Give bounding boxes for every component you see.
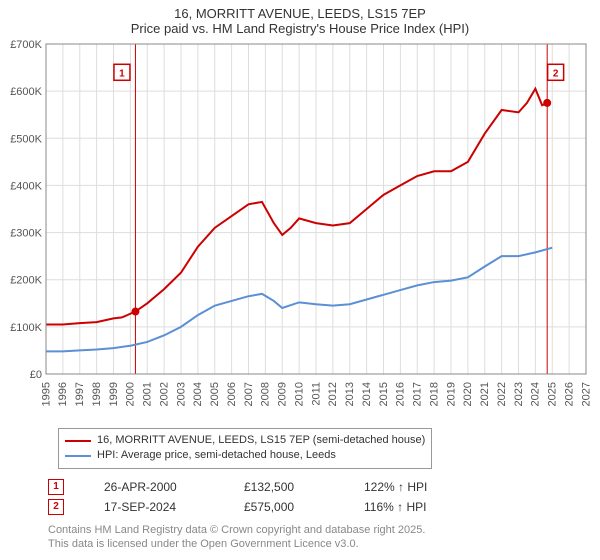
marker-table: 1 26-APR-2000 £132,500 122% ↑ HPI 2 17-SEP-20… <box>0 471 600 519</box>
svg-text:1: 1 <box>119 68 125 79</box>
svg-text:2003: 2003 <box>175 382 187 406</box>
svg-text:2024: 2024 <box>530 382 542 406</box>
svg-text:1995: 1995 <box>40 382 52 406</box>
legend-label-hpi: HPI: Average price, semi-detached house,… <box>97 448 336 463</box>
marker-table-date: 17-SEP-2024 <box>104 500 204 514</box>
svg-text:1999: 1999 <box>108 382 120 406</box>
svg-text:£500K: £500K <box>10 133 42 145</box>
svg-text:£0: £0 <box>30 369 42 381</box>
footer-line1: Contains HM Land Registry data © Crown c… <box>48 523 570 537</box>
marker-table-row: 1 26-APR-2000 £132,500 122% ↑ HPI <box>48 477 570 497</box>
svg-text:2008: 2008 <box>260 382 272 406</box>
svg-text:1998: 1998 <box>91 382 103 406</box>
svg-text:2: 2 <box>553 68 559 79</box>
svg-text:2026: 2026 <box>563 382 575 406</box>
chart-title-block: 16, MORRITT AVENUE, LEEDS, LS15 7EP Pric… <box>0 0 600 40</box>
svg-text:£100K: £100K <box>10 322 42 334</box>
svg-text:2022: 2022 <box>496 382 508 406</box>
svg-text:2000: 2000 <box>125 382 137 406</box>
legend-row-subject: 16, MORRITT AVENUE, LEEDS, LS15 7EP (sem… <box>65 433 425 448</box>
marker-dot-m1 <box>131 308 139 316</box>
svg-text:2020: 2020 <box>462 382 474 406</box>
svg-text:2014: 2014 <box>361 382 373 406</box>
svg-text:2006: 2006 <box>226 382 238 406</box>
svg-text:2009: 2009 <box>277 382 289 406</box>
chart-svg: £0 £100K £200K £300K £400K £500K £600K £700K 199… <box>0 40 600 424</box>
svg-text:2019: 2019 <box>445 382 457 406</box>
svg-text:£600K: £600K <box>10 86 42 98</box>
marker-dot-m2 <box>543 99 551 107</box>
svg-text:2015: 2015 <box>378 382 390 406</box>
svg-text:2023: 2023 <box>513 382 525 406</box>
legend-swatch-hpi <box>65 455 91 457</box>
svg-text:2010: 2010 <box>293 382 305 406</box>
svg-text:2005: 2005 <box>209 382 221 406</box>
svg-text:£300K: £300K <box>10 228 42 240</box>
svg-text:2025: 2025 <box>547 382 559 406</box>
marker-table-badge: 2 <box>48 499 64 515</box>
marker-table-pct: 122% ↑ HPI <box>364 480 464 494</box>
svg-text:2017: 2017 <box>412 382 424 406</box>
svg-text:2002: 2002 <box>158 382 170 406</box>
legend-block: 16, MORRITT AVENUE, LEEDS, LS15 7EP (sem… <box>0 424 600 471</box>
svg-text:2004: 2004 <box>192 382 204 406</box>
svg-text:1997: 1997 <box>74 382 86 406</box>
marker-table-row: 2 17-SEP-2024 £575,000 116% ↑ HPI <box>48 497 570 517</box>
footer-attribution: Contains HM Land Registry data © Crown c… <box>0 519 600 556</box>
legend-label-subject: 16, MORRITT AVENUE, LEEDS, LS15 7EP (sem… <box>97 433 425 448</box>
svg-text:2007: 2007 <box>243 382 255 406</box>
title-line1: 16, MORRITT AVENUE, LEEDS, LS15 7EP <box>0 6 600 21</box>
footer-line2: This data is licensed under the Open Gov… <box>48 537 570 551</box>
svg-text:1996: 1996 <box>57 382 69 406</box>
svg-text:£700K: £700K <box>10 40 42 51</box>
svg-text:2021: 2021 <box>479 382 491 406</box>
marker-table-pct: 116% ↑ HPI <box>364 500 464 514</box>
title-line2: Price paid vs. HM Land Registry's House … <box>0 21 600 36</box>
svg-text:2011: 2011 <box>310 382 322 406</box>
svg-text:2013: 2013 <box>344 382 356 406</box>
chart-container: £0 £100K £200K £300K £400K £500K £600K £700K 199… <box>0 40 600 424</box>
legend-row-hpi: HPI: Average price, semi-detached house,… <box>65 448 425 463</box>
marker-table-badge: 1 <box>48 479 64 495</box>
svg-text:2001: 2001 <box>142 382 154 406</box>
svg-text:2018: 2018 <box>428 382 440 406</box>
svg-text:£200K: £200K <box>10 275 42 287</box>
svg-text:2012: 2012 <box>327 382 339 406</box>
svg-text:£400K: £400K <box>10 180 42 192</box>
marker-table-date: 26-APR-2000 <box>104 480 204 494</box>
legend-box: 16, MORRITT AVENUE, LEEDS, LS15 7EP (sem… <box>58 428 432 469</box>
marker-table-price: £575,000 <box>244 500 324 514</box>
svg-text:2016: 2016 <box>395 382 407 406</box>
svg-text:2027: 2027 <box>580 382 592 406</box>
legend-swatch-subject <box>65 440 91 442</box>
marker-table-price: £132,500 <box>244 480 324 494</box>
